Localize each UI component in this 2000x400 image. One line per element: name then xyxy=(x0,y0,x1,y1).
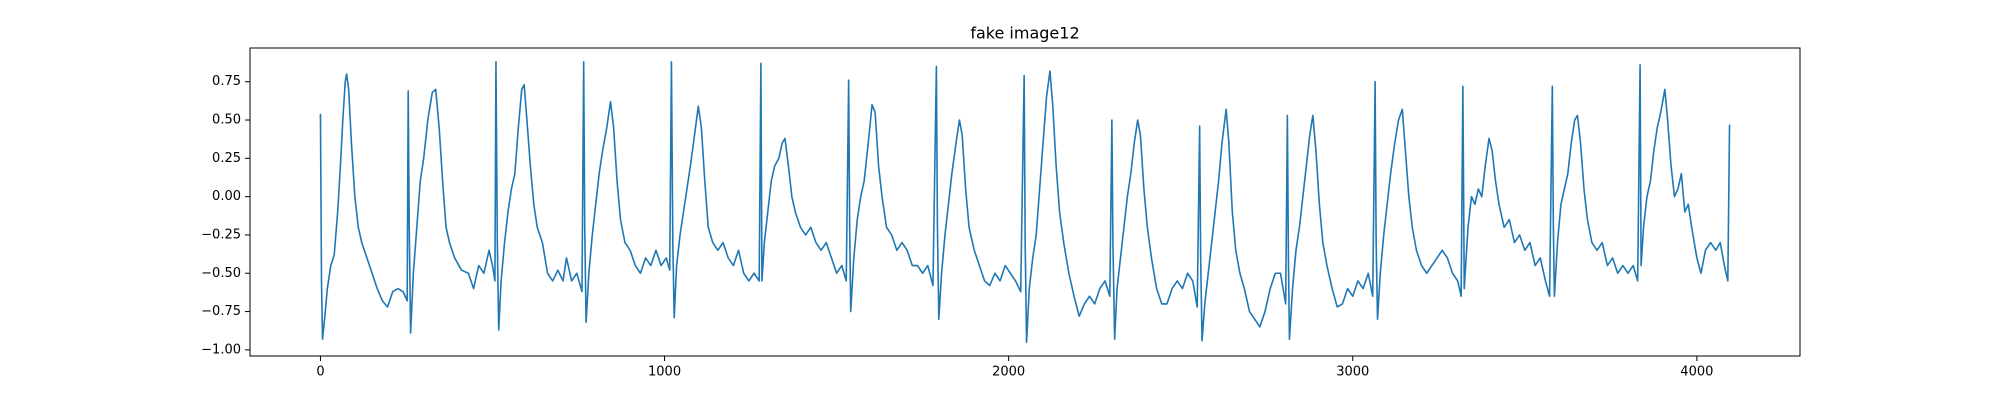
y-tick-label: −0.25 xyxy=(201,227,241,242)
y-tick-label: −0.75 xyxy=(201,304,241,319)
x-tick-label: 0 xyxy=(316,365,324,380)
y-tick-label: 0.50 xyxy=(212,113,241,128)
chart-title: fake image12 xyxy=(970,24,1079,43)
x-tick-label: 3000 xyxy=(1336,365,1369,380)
y-tick-label: 0.00 xyxy=(212,189,241,204)
x-tick-label: 4000 xyxy=(1680,365,1713,380)
y-tick-label: −0.50 xyxy=(201,266,241,281)
plot-frame xyxy=(249,47,1801,357)
y-tick-label: 0.25 xyxy=(212,151,241,166)
y-tick-label: 0.75 xyxy=(212,74,241,89)
x-tick-label: 1000 xyxy=(648,365,681,380)
data-line xyxy=(319,60,1731,344)
y-tick-label: −1.00 xyxy=(201,342,241,357)
x-tick-label: 2000 xyxy=(992,365,1025,380)
